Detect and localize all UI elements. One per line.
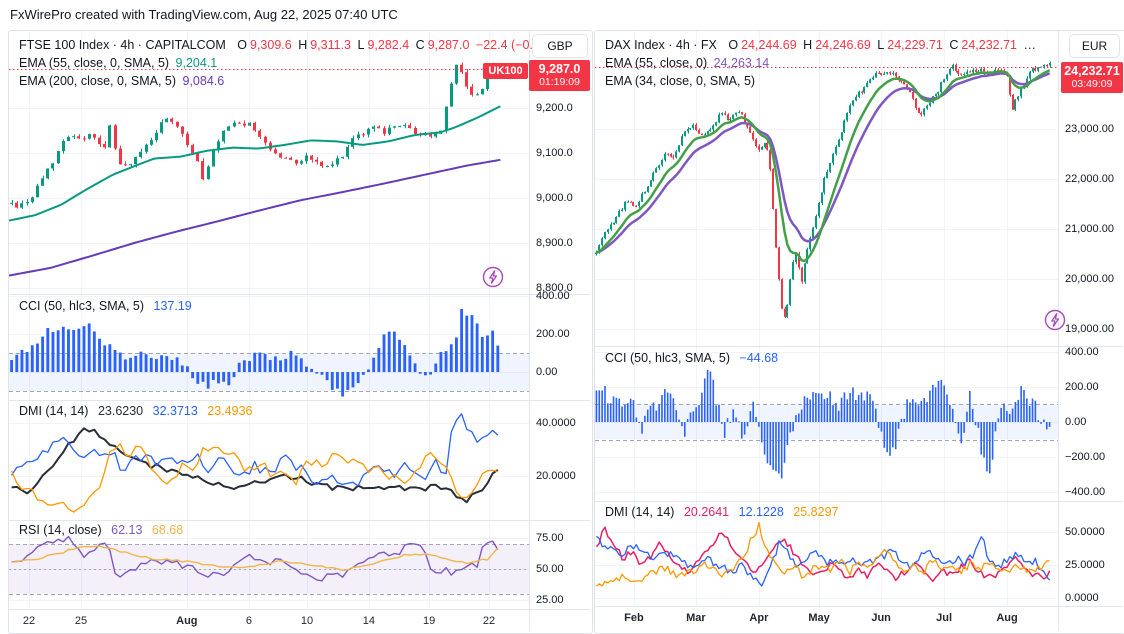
time-tick-label[interactable]: 14 <box>362 615 375 627</box>
currency-button-gbp[interactable]: GBP <box>532 34 588 58</box>
price-tick-label: 19,000.00 <box>1065 323 1114 335</box>
dax-title: DAX Index · 4h · FX <box>605 38 717 52</box>
currency-button-eur[interactable]: EUR <box>1069 34 1120 58</box>
time-tick-label[interactable]: Feb <box>624 612 644 624</box>
ftse-dmi-legend: DMI (14, 14) 23.6230 32.3713 23.4936 <box>19 404 253 418</box>
dax-ohlc-ellipsis: … <box>1023 38 1036 52</box>
indicator-tick-label: 25.0000 <box>1065 558 1105 571</box>
time-tick-label[interactable]: 25 <box>74 615 88 627</box>
time-tick-label[interactable]: 19 <box>423 615 436 627</box>
time-tick-label[interactable]: Mar <box>686 612 706 624</box>
chart-panel-dax: DAX Index · 4h · FX O 24,244.69 H 24,246.6… <box>594 30 1124 634</box>
dax-dmi-legend: DMI (14, 14) 20.2641 12.1228 25.8297 <box>605 505 839 519</box>
price-tick-label: 21,000.00 <box>1065 223 1114 235</box>
indicator-tick-label: 40.0000 <box>536 417 576 430</box>
time-tick-label[interactable]: Jun <box>871 612 891 624</box>
indicator-tick-label: 0.00 <box>536 366 558 379</box>
ftse-symbol-row: FTSE 100 Index · 4h · CAPITALCOM O 9,309.… <box>19 38 563 52</box>
price-tick-label: 9,100.0 <box>536 147 573 160</box>
dax-countdown: 03:49:09 <box>1071 78 1113 90</box>
indicator-tick-label: 200.00 <box>536 327 570 340</box>
price-tick-label: 20,000.00 <box>1065 273 1114 285</box>
dax-last-price-badge: 24,232.71 03:49:09 <box>1061 62 1123 93</box>
time-tick-label[interactable]: 22 <box>482 615 496 627</box>
ftse-countdown: 01:19:09 <box>539 76 580 88</box>
time-tick-label[interactable]: 22 <box>22 615 36 627</box>
indicator-tick-label: 200.00 <box>1065 380 1099 393</box>
ftse-last-price-badge: 9,287.0 01:19:09 <box>529 60 590 91</box>
flash-boost-icon[interactable] <box>482 266 504 288</box>
indicator-tick-label: 20.0000 <box>536 470 576 483</box>
price-tick-label: 23,000.00 <box>1065 123 1114 135</box>
time-tick-label[interactable]: Apr <box>749 612 769 624</box>
indicator-tick-label: 400.00 <box>536 289 570 302</box>
dax-cci-legend: CCI (50, hlc3, SMA, 5) −44.68 <box>605 351 779 365</box>
flash-boost-icon[interactable] <box>1044 309 1066 331</box>
time-tick-label[interactable]: 10 <box>300 615 314 627</box>
indicator-tick-label: 50.0000 <box>1065 525 1105 538</box>
price-tick-label: 8,800.0 <box>536 282 573 295</box>
watermark-caption: FxWirePro created with TradingView.com, … <box>10 7 398 22</box>
ftse-title: FTSE 100 Index · 4h · CAPITALCOM <box>19 38 226 52</box>
indicator-tick-label: 400.00 <box>1065 345 1099 358</box>
time-tick-label[interactable]: Aug <box>996 612 1018 624</box>
indicator-tick-label: 0.0000 <box>1065 591 1099 604</box>
time-tick-label[interactable]: 6 <box>245 615 253 627</box>
dax-plot-canvas[interactable] <box>595 31 1123 631</box>
ftse-ema200-row: EMA (200, close, 0, SMA, 5) 9,084.6 <box>19 74 225 88</box>
price-tick-label: 8,900.0 <box>536 237 573 250</box>
indicator-tick-label: 50.00 <box>536 562 564 575</box>
ftse-ema55-row: EMA (55, close, 0, SMA, 5) 9,204.1 <box>19 56 218 70</box>
indicator-tick-label: 0.00 <box>1065 416 1087 428</box>
price-tick-label: 22,000.00 <box>1065 173 1114 185</box>
chart-panel-ftse: FTSE 100 Index · 4h · CAPITALCOM O 9,309.… <box>8 30 593 634</box>
symbol-badge-uk100: UK100 <box>483 63 528 79</box>
dax-ema34-row: EMA (34, close, 0, SMA, 5) <box>605 74 756 88</box>
indicator-tick-label: 75.00 <box>536 531 564 544</box>
time-tick-label[interactable]: May <box>808 612 830 624</box>
ftse-plot-canvas[interactable] <box>9 31 590 631</box>
dax-symbol-row: DAX Index · 4h · FX O 24,244.69 H 24,246.6… <box>605 38 1036 52</box>
price-tick-label: 9,000.0 <box>536 192 573 205</box>
indicator-tick-label: 25.00 <box>536 593 564 606</box>
price-tick-label: 9,200.0 <box>536 102 573 114</box>
ftse-rsi-legend: RSI (14, close) 62.13 68.68 <box>19 523 184 537</box>
dax-legend: DAX Index · 4h · FX O 24,244.69 H 24,246.6… <box>605 36 1039 90</box>
indicator-tick-label: −400.00 <box>1065 486 1106 499</box>
time-tick-label[interactable]: Aug <box>176 615 198 627</box>
dax-ema55-row: EMA (55, close, 0) 24,263.14 <box>605 56 770 70</box>
time-tick-label[interactable]: Jul <box>936 612 953 624</box>
indicator-tick-label: −200.00 <box>1065 451 1106 464</box>
ftse-cci-legend: CCI (50, hlc3, SMA, 5) 137.19 <box>19 299 192 313</box>
